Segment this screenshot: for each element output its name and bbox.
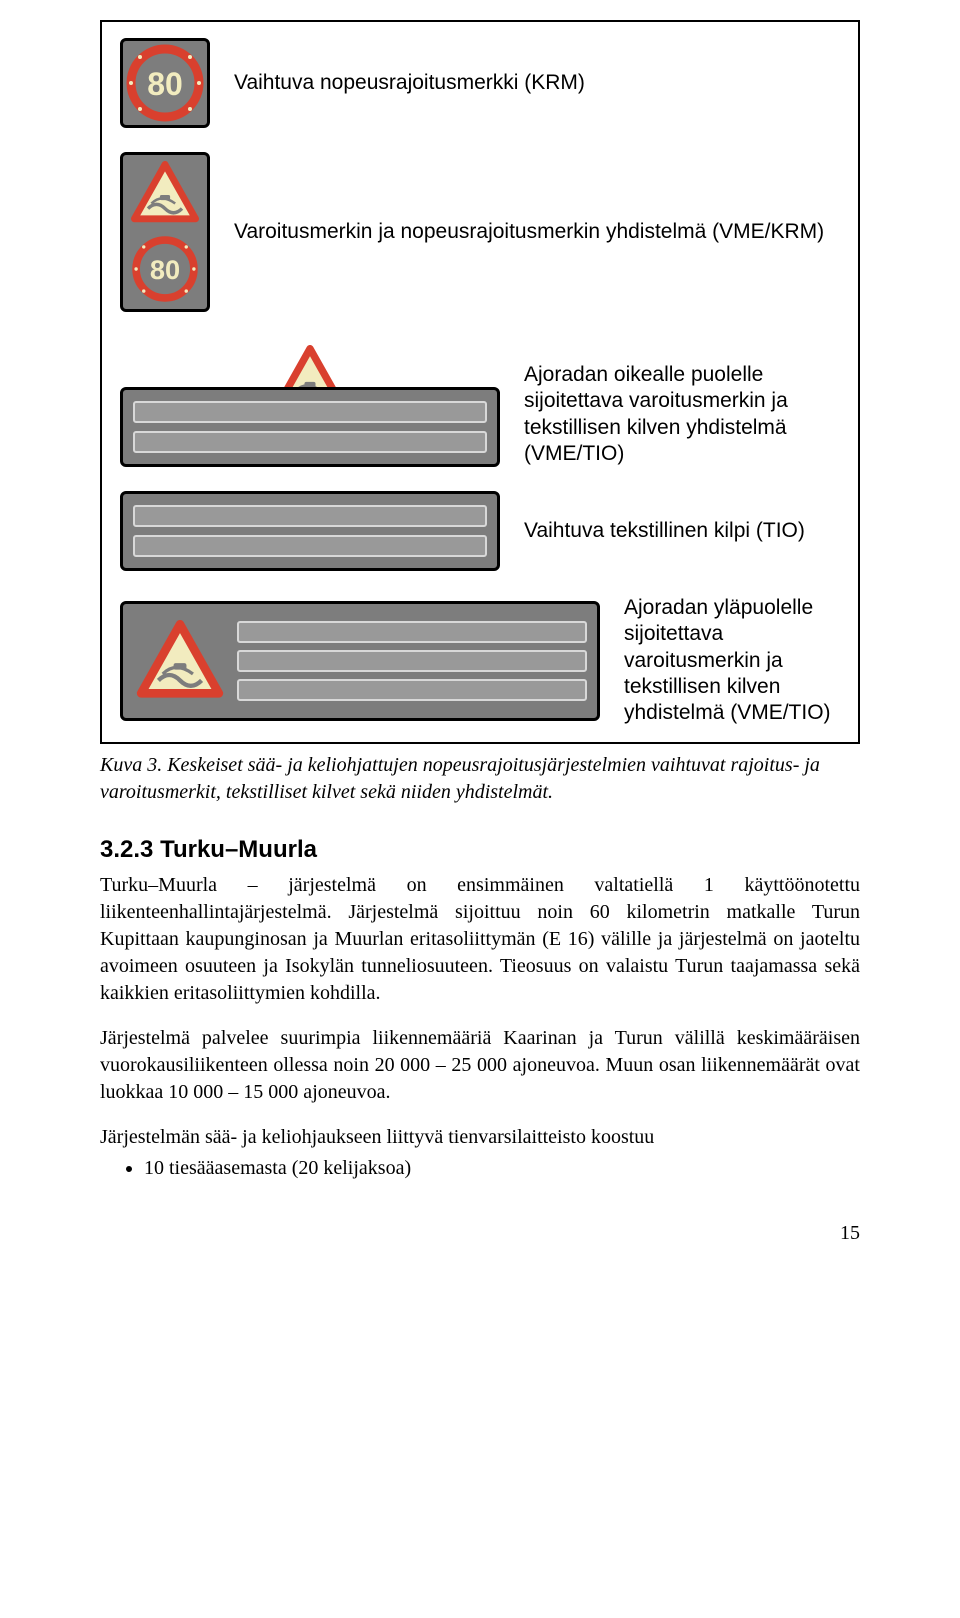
speed-80-icon	[125, 43, 205, 123]
sign-row-vme-tio-gantry: Ajoradan yläpuolelle sijoitettava varoit…	[120, 595, 840, 726]
sign-label: Ajoradan oikealle puolelle sijoitettava …	[524, 362, 840, 467]
sign-row-vme-krm: Varoitusmerkin ja nopeusrajoitusmerkin y…	[120, 152, 840, 312]
sign-label: Varoitusmerkin ja nopeusrajoitusmerkin y…	[234, 219, 840, 245]
figure-box: Vaihtuva nopeusrajoitusmerkki (KRM) Varo…	[100, 20, 860, 744]
figure-caption: Kuva 3. Keskeiset sää- ja keliohjattujen…	[100, 752, 860, 806]
section-number: 3.2.3	[100, 836, 153, 863]
list-item: 10 tiesääasemasta (20 kelijaksoa)	[144, 1155, 860, 1182]
vms-text-line	[133, 535, 487, 557]
vms-text-line	[133, 431, 487, 453]
sign-label: Vaihtuva tekstillinen kilpi (TIO)	[524, 518, 840, 544]
section-heading: 3.2.3 Turku–Muurla	[100, 836, 860, 864]
section-title: Turku–Muurla	[160, 836, 317, 863]
body-para: Järjestelmän sää- ja keliohjaukseen liit…	[100, 1124, 860, 1151]
page-number: 15	[100, 1222, 860, 1245]
vms-text-line	[133, 401, 487, 423]
vms-text-line	[237, 650, 587, 672]
sign-label: Vaihtuva nopeusrajoitusmerkki (KRM)	[234, 70, 840, 96]
bullet-list: 10 tiesääasemasta (20 kelijaksoa)	[100, 1155, 860, 1182]
sign-row-tio: Vaihtuva tekstillinen kilpi (TIO)	[120, 491, 840, 571]
sign-row-vme-tio-side: Ajoradan oikealle puolelle sijoitettava …	[120, 362, 840, 467]
vms-text-line	[133, 505, 487, 527]
sign-label: Ajoradan yläpuolelle sijoitettava varoit…	[624, 595, 840, 726]
sign-vme-krm	[120, 152, 210, 312]
sign-krm	[120, 38, 210, 128]
body-para: Järjestelmä palvelee suurimpia liikennem…	[100, 1025, 860, 1106]
sign-row-krm: Vaihtuva nopeusrajoitusmerkki (KRM)	[120, 38, 840, 128]
speed-80-icon	[130, 235, 200, 303]
vms-text-line	[237, 621, 587, 643]
slippery-triangle-icon	[136, 620, 224, 702]
body-para: Turku–Muurla – järjestelmä on ensimmäine…	[100, 872, 860, 1007]
sign-vme-tio-side	[120, 387, 500, 467]
sign-tio	[120, 491, 500, 571]
vms-text-line	[237, 679, 587, 701]
sign-vme-tio-gantry	[120, 601, 600, 721]
slippery-triangle-icon	[130, 161, 200, 229]
